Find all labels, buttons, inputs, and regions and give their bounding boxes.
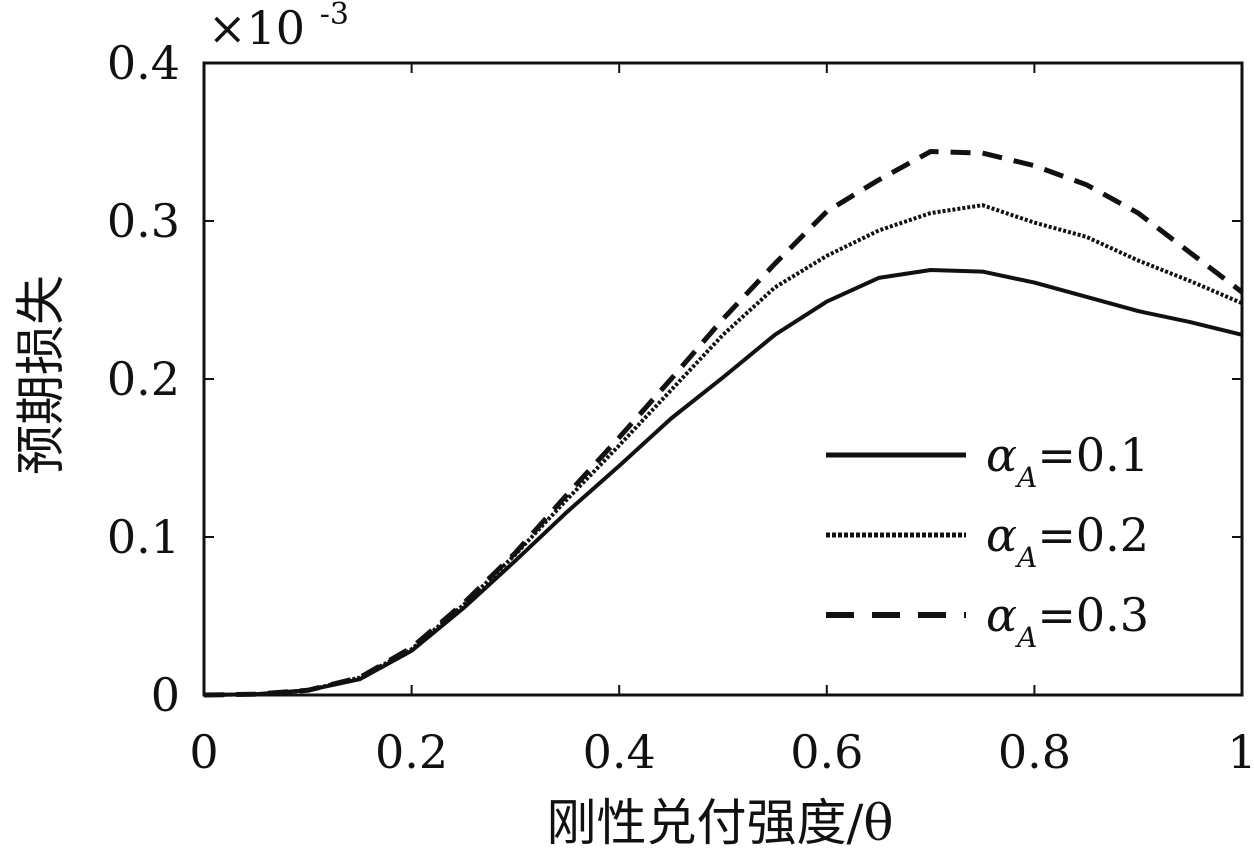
series-lines: [203, 149, 1244, 698]
x-ticks: 0 0.2 0.4 0.6 0.8 1: [189, 63, 1254, 779]
y-multiplier: ×10 -3: [208, 0, 349, 55]
y-tick-label: 0.3: [107, 194, 180, 248]
x-tick-label: 0.4: [583, 725, 656, 779]
x-tick-label: 0.8: [998, 725, 1071, 779]
legend-label-3: αA=0.3: [986, 588, 1149, 654]
x-tick-label: 0.2: [375, 725, 448, 779]
y-ticks: 0 0.1 0.2 0.3 0.4: [107, 36, 1242, 722]
legend: αA=0.1 αA=0.2 αA=0.3: [826, 428, 1149, 654]
x-axis-title: 刚性兑付强度/θ: [547, 794, 894, 852]
y-axis-title: 预期损失: [12, 275, 70, 475]
legend-label-2: αA=0.2: [986, 508, 1149, 574]
x-tick-label: 0.6: [790, 725, 863, 779]
x-tick-label: 1: [1227, 725, 1254, 779]
y-tick-label: 0: [151, 668, 180, 722]
y-tick-label: 0.4: [107, 36, 180, 90]
y-tick-label: 0.2: [107, 352, 180, 406]
legend-label-1: αA=0.1: [986, 428, 1149, 494]
y-tick-label: 0.1: [107, 510, 180, 564]
series-line-3: [203, 149, 1244, 698]
x-tick-label: 0: [189, 725, 218, 779]
